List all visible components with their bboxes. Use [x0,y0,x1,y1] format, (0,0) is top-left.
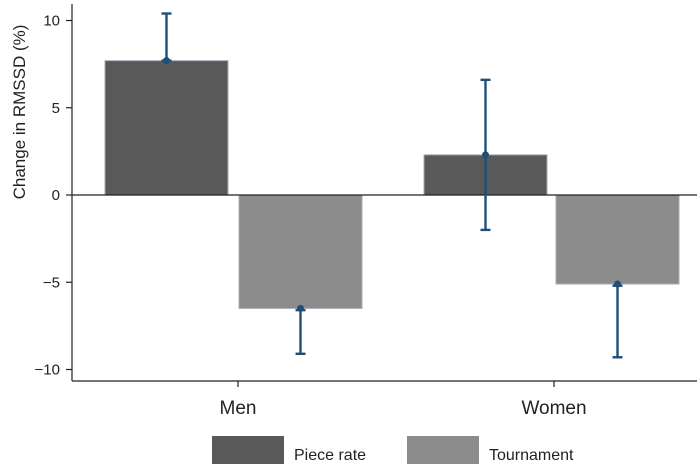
y-tick-label: 10 [43,13,60,30]
legend-swatch-piece-rate [212,436,284,464]
bar-tournament-women [555,194,680,285]
y-tick-label: 0 [52,187,60,204]
plot-area: −10 −5 0 5 10 Men Women [35,4,697,419]
legend-label-tournament: Tournament [489,447,574,464]
y-axis-label: Change in RMSSD (%) [10,25,29,200]
error-bar [480,78,491,232]
y-tick-label: 5 [52,100,60,117]
error-bar [161,12,172,65]
category-label-men: Men [220,398,257,419]
y-tick-label: −10 [35,362,60,379]
error-bar [612,280,623,359]
legend: Piece rate Tournament [212,436,574,464]
category-label-women: Women [521,398,586,419]
bar-tournament-men [238,194,363,309]
legend-swatch-tournament [407,436,479,464]
bar-piece-rate-men [104,60,229,196]
y-tick-label: −5 [43,274,60,291]
legend-label-piece-rate: Piece rate [294,447,366,464]
error-bar [295,304,306,355]
